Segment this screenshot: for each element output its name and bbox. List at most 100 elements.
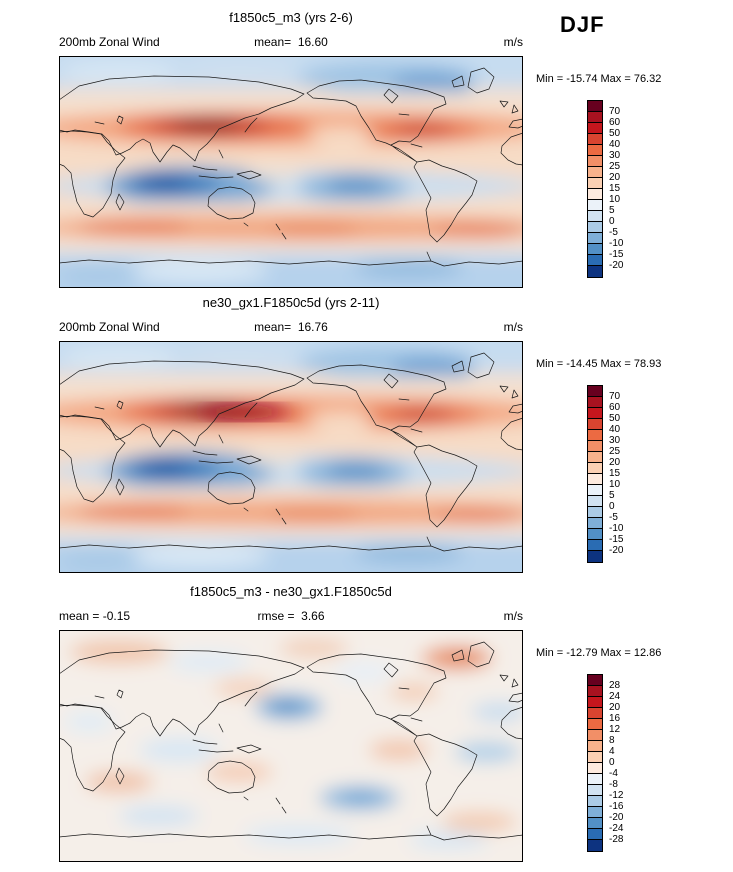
colorbar-cell (588, 763, 602, 774)
colorbar-cell (588, 156, 602, 167)
colorbar-tick: 30 (609, 435, 621, 446)
colorbar-cell (588, 430, 602, 441)
units-label: m/s (503, 320, 523, 334)
colorbar-tick: 0 (609, 757, 615, 768)
colorbar-tick: 50 (609, 413, 621, 424)
colorbar-tick: -10 (609, 238, 624, 249)
colorbar-tick: -20 (609, 545, 624, 556)
mean-label: mean= 16.76 (254, 320, 328, 334)
colorbar-tick: 0 (609, 501, 615, 512)
mean-label: mean= 16.60 (254, 35, 328, 49)
colorbar-cell (588, 134, 602, 145)
minmax-label: Min = -12.79 Max = 12.86 (536, 647, 662, 659)
colorbar-cell (588, 112, 602, 123)
mean-label: mean = -0.15 (59, 609, 131, 623)
colorbar-tick: -12 (609, 790, 624, 801)
colorbar-tick: -10 (609, 523, 624, 534)
colorbar-tick: -20 (609, 812, 624, 823)
colorbar-cell (588, 397, 602, 408)
units-label: m/s (503, 35, 523, 49)
colorbar-cell (588, 496, 602, 507)
colorbar-tick: 15 (609, 183, 621, 194)
colorbar-tick: 20 (609, 702, 621, 713)
panel-model2: ne30_gx1.F1850c5d (yrs 2-11) 200mb Zonal… (0, 295, 733, 579)
wind-field (59, 56, 523, 288)
colorbar-cell (588, 518, 602, 529)
map-model1 (59, 56, 523, 288)
colorbar-cell (588, 818, 602, 829)
colorbar-cell (588, 507, 602, 518)
colorbar-cell (588, 266, 602, 277)
minmax-label: Min = -14.45 Max = 78.93 (536, 358, 662, 370)
colorbar-tick: 5 (609, 490, 615, 501)
colorbar-tick: 0 (609, 216, 615, 227)
colorbar-cell (588, 785, 602, 796)
panel-model1: f1850c5_m3 (yrs 2-6) 200mb Zonal Wind me… (0, 10, 733, 294)
colorbar-tick: 30 (609, 150, 621, 161)
map-frame (59, 56, 523, 288)
colorbar-cell (588, 441, 602, 452)
colorbar-tick: -5 (609, 227, 618, 238)
map-model2 (59, 341, 523, 573)
colorbar-cell (588, 452, 602, 463)
colorbar-tick: 4 (609, 746, 615, 757)
colorbar-cell (588, 752, 602, 763)
colorbar-cell (588, 529, 602, 540)
colorbar-tick: -15 (609, 534, 624, 545)
colorbar-tick: -16 (609, 801, 624, 812)
diff-field (59, 630, 523, 862)
colorbar-tick: 40 (609, 139, 621, 150)
colorbar-cell (588, 255, 602, 266)
colorbar-tick: 24 (609, 691, 621, 702)
colorbar-tick: -4 (609, 768, 618, 779)
colorbar-cell (588, 807, 602, 818)
panel-title: f1850c5_m3 - ne30_gx1.F1850c5d (190, 584, 392, 599)
colorbar-tick: 20 (609, 172, 621, 183)
colorbar-cell (588, 189, 602, 200)
wind-field (59, 341, 523, 573)
colorbar-cell (588, 741, 602, 752)
colorbar-tick: 25 (609, 161, 621, 172)
colorbar-tick: 70 (609, 106, 621, 117)
colorbar-cell (588, 145, 602, 156)
colorbar-cell (588, 233, 602, 244)
colorbar-cell (588, 551, 602, 562)
colorbar-cell (588, 419, 602, 430)
colorbar-tick: 50 (609, 128, 621, 139)
colorbar-tick: 70 (609, 391, 621, 402)
colorbar-tick: -24 (609, 823, 624, 834)
colorbar-cell (588, 686, 602, 697)
season-label: DJF (560, 12, 605, 37)
colorbar-cell (588, 829, 602, 840)
colorbar-tick: 10 (609, 479, 621, 490)
colorbar-cell (588, 463, 602, 474)
colorbar-tick: 40 (609, 424, 621, 435)
colorbar-cell (588, 211, 602, 222)
colorbar-tick: -15 (609, 249, 624, 260)
colorbar: 70 60 50 40 30 25 20 15 10 5 0 -5 -10 -15 -20 (587, 100, 623, 278)
units-label: m/s (503, 609, 523, 623)
colorbar-cell (588, 200, 602, 211)
colorbar-cell (588, 123, 602, 134)
colorbar-cell (588, 540, 602, 551)
map-frame (59, 630, 523, 862)
colorbar-cell (588, 167, 602, 178)
colorbar-tick: 25 (609, 446, 621, 457)
colorbar-tick: 12 (609, 724, 621, 735)
colorbar-cell (588, 485, 602, 496)
colorbar-cell (588, 408, 602, 419)
colorbar-cell (588, 840, 602, 851)
rmse-label: rmse = 3.66 (257, 609, 325, 623)
colorbar-cell (588, 222, 602, 233)
colorbar: 70 60 50 40 30 25 20 15 10 5 0 -5 -10 -15 -20 (587, 385, 623, 563)
map-difference (59, 630, 523, 862)
colorbar-cell (588, 244, 602, 255)
colorbar-tick: 28 (609, 680, 621, 691)
colorbar-cell (588, 675, 602, 686)
wind-field-extra-core (199, 404, 289, 420)
colorbar-cell (588, 774, 602, 785)
variable-label: 200mb Zonal Wind (59, 35, 160, 49)
panel-difference: f1850c5_m3 - ne30_gx1.F1850c5d mean = -0… (0, 584, 733, 868)
colorbar-tick: -28 (609, 834, 624, 845)
